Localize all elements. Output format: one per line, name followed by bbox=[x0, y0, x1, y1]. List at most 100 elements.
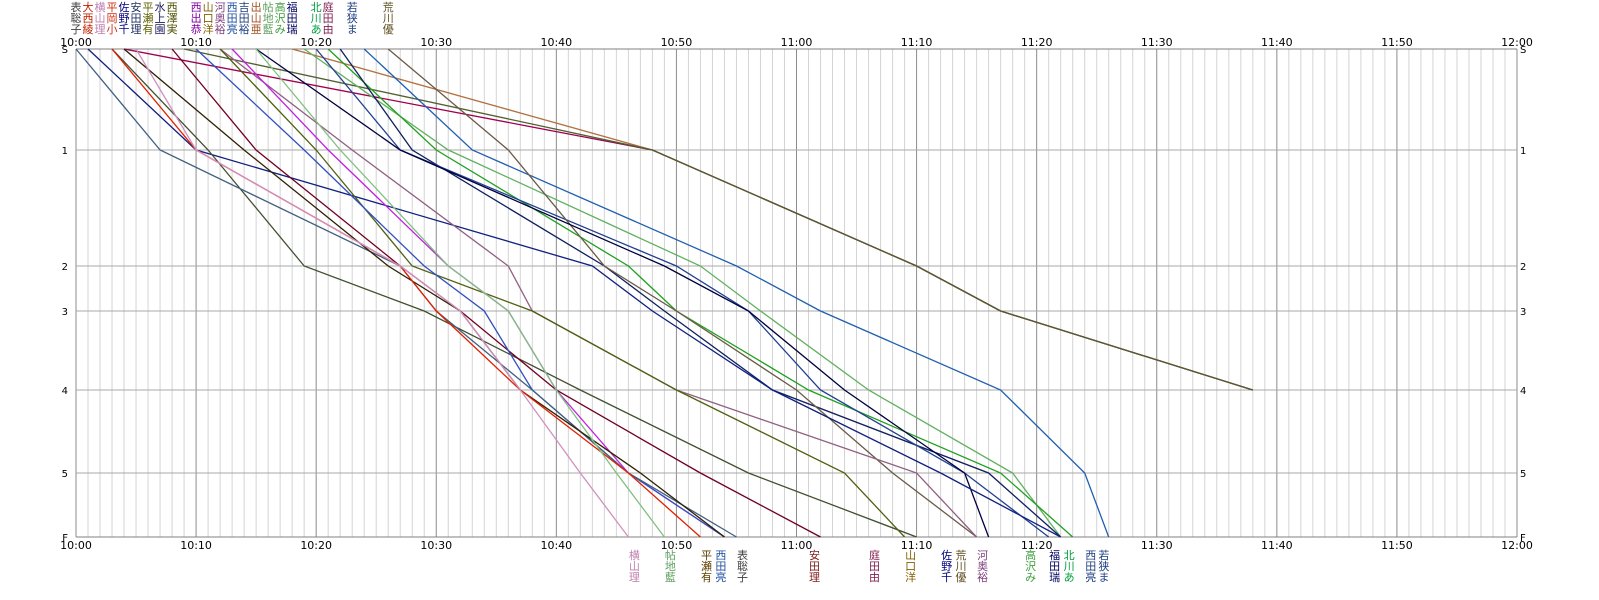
x-tick-label-bottom: 10:20 bbox=[300, 539, 332, 552]
runner-name-char-top: 田 bbox=[323, 12, 334, 25]
runner-name-char-top: 岡 bbox=[107, 12, 118, 25]
runner-name-char-bottom: 優 bbox=[956, 571, 967, 584]
runner-name-char-top: 西 bbox=[227, 1, 238, 14]
runner-name-char-bottom: 庭 bbox=[869, 548, 880, 562]
x-tick-label-top: 11:30 bbox=[1141, 36, 1173, 49]
runner-name-char-top: 沢 bbox=[275, 11, 286, 25]
runner-name-char-top: 若 bbox=[347, 1, 358, 14]
runner-name-char-top: 西 bbox=[83, 12, 94, 25]
runner-name-char-top: 狭 bbox=[347, 12, 358, 25]
runner-name-char-top: 帖 bbox=[263, 1, 274, 14]
runner-line bbox=[363, 48, 1110, 538]
x-tick-label-bottom: 11:00 bbox=[781, 539, 813, 552]
runner-name-char-bottom: 理 bbox=[809, 571, 820, 584]
station-label-left: S bbox=[62, 45, 68, 56]
runner-name-char-bottom: 田 bbox=[715, 560, 726, 573]
runner-name-char-top: 恭 bbox=[191, 23, 202, 36]
runner-name-char-top: 荒 bbox=[383, 1, 394, 14]
runner-name-char-bottom: 地 bbox=[665, 560, 676, 573]
runner-name-char-top: 綾 bbox=[83, 23, 94, 36]
runner-name-char-bottom: 田 bbox=[1085, 560, 1096, 573]
runner-name-char-bottom: 北 bbox=[1064, 549, 1075, 562]
x-tick-label-bottom: 11:10 bbox=[901, 539, 933, 552]
runner-name-char-top: 出 bbox=[251, 0, 262, 14]
runner-name-char-bottom: 高 bbox=[1025, 548, 1036, 562]
runner-line bbox=[303, 48, 1062, 538]
runner-name-char-top: 野 bbox=[119, 12, 130, 25]
x-tick-label-top: 10:00 bbox=[60, 36, 92, 49]
runner-name-char-top: 山 bbox=[95, 12, 106, 25]
runner-name-char-bottom: 瑞 bbox=[1049, 570, 1060, 584]
runner-name-char-top: 平 bbox=[107, 1, 118, 14]
runner-name-char-bottom: 由 bbox=[869, 570, 880, 584]
runner-line bbox=[183, 48, 1253, 391]
runner-name-char-top: 理 bbox=[131, 23, 142, 36]
runner-name-char-top: 上 bbox=[155, 12, 166, 25]
station-label-left: 3 bbox=[62, 307, 68, 318]
runner-name-char-top: 裕 bbox=[239, 23, 250, 36]
runner-name-char-bottom: 横 bbox=[629, 548, 640, 562]
runner-name-char-top: 表 bbox=[71, 0, 82, 14]
runner-line bbox=[315, 48, 1050, 538]
x-tick-label-bottom: 10:30 bbox=[420, 539, 452, 552]
runner-line bbox=[135, 48, 629, 538]
x-tick-label-bottom: 11:30 bbox=[1141, 539, 1173, 552]
runner-name-char-top: 横 bbox=[95, 0, 106, 14]
x-tick-label-top: 10:50 bbox=[661, 36, 693, 49]
runner-name-char-bottom: あ bbox=[1064, 571, 1075, 584]
runner-name-char-bottom: 口 bbox=[905, 560, 916, 573]
runner-name-char-bottom: 有 bbox=[701, 570, 712, 584]
runner-name-char-top: 田 bbox=[131, 12, 142, 25]
runner-name-char-top: 理 bbox=[95, 23, 106, 36]
runner-name-char-bottom: 田 bbox=[869, 560, 880, 573]
runner-name-char-top: 高 bbox=[275, 0, 286, 14]
x-tick-label-top: 11:50 bbox=[1381, 36, 1413, 49]
station-label-right: F bbox=[1520, 533, 1526, 544]
x-tick-label-bottom: 12:00 bbox=[1501, 539, 1533, 552]
station-label-left: 5 bbox=[62, 469, 68, 480]
runner-name-char-top: 有 bbox=[143, 22, 154, 36]
runner-name-char-top: 奥 bbox=[215, 11, 226, 25]
runner-name-char-bottom: 千 bbox=[941, 571, 952, 584]
runner-name-char-bottom: 帖 bbox=[665, 549, 676, 562]
runner-name-char-top: 山 bbox=[251, 12, 262, 25]
runner-name-char-bottom: 亮 bbox=[1085, 570, 1096, 584]
x-tick-label-bottom: 11:20 bbox=[1021, 539, 1053, 552]
runner-line bbox=[219, 48, 906, 538]
runner-name-char-top: 田 bbox=[287, 12, 298, 25]
runner-name-char-bottom: 田 bbox=[809, 560, 820, 573]
runner-name-char-top: 園 bbox=[155, 23, 166, 36]
runner-name-char-bottom: 荒 bbox=[956, 549, 967, 562]
runner-name-char-bottom: 山 bbox=[905, 549, 916, 562]
runner-name-char-bottom: 田 bbox=[1049, 560, 1060, 573]
runner-name-char-bottom: 聡 bbox=[737, 559, 748, 573]
runner-name-char-bottom: 藍 bbox=[665, 571, 676, 584]
runner-name-char-top: 川 bbox=[311, 12, 322, 25]
runner-name-char-top: 大 bbox=[83, 0, 94, 14]
x-tick-label-bottom: 10:40 bbox=[540, 539, 572, 552]
runner-name-char-top: 子 bbox=[71, 23, 82, 36]
runner-name-char-bottom: 川 bbox=[1064, 560, 1075, 573]
x-tick-label-top: 11:00 bbox=[781, 36, 813, 49]
runner-name-char-top: 出 bbox=[191, 11, 202, 25]
runner-name-char-bottom: 狭 bbox=[1098, 560, 1109, 573]
runner-name-char-bottom: 福 bbox=[1049, 548, 1060, 562]
runner-name-char-bottom: 裕 bbox=[977, 571, 988, 584]
x-tick-label-bottom: 11:50 bbox=[1381, 539, 1413, 552]
runner-name-char-bottom: 理 bbox=[629, 571, 640, 584]
runner-name-char-top: 瑞 bbox=[287, 22, 298, 36]
station-label-left: 2 bbox=[62, 262, 68, 273]
runner-name-char-top: 小 bbox=[107, 23, 118, 36]
runner-name-char-top: 西 bbox=[167, 1, 178, 14]
runner-name-char-top: 口 bbox=[203, 12, 214, 25]
runner-name-char-top: 地 bbox=[263, 12, 274, 25]
runner-name-char-top: 実 bbox=[167, 22, 178, 36]
runner-line bbox=[111, 48, 917, 538]
x-tick-label-top: 10:10 bbox=[180, 36, 212, 49]
runner-name-char-top: 藍 bbox=[263, 23, 274, 36]
runner-line bbox=[255, 48, 990, 538]
runner-name-char-bottom: 川 bbox=[956, 560, 967, 573]
runner-name-char-top: 河 bbox=[215, 1, 226, 14]
